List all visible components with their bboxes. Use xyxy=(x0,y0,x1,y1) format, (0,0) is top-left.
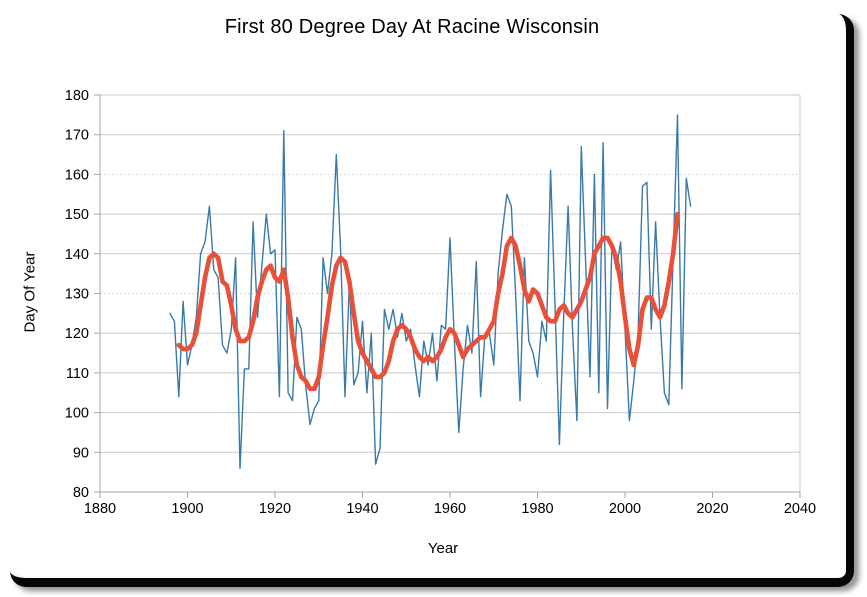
x-tick-label-2040: 2040 xyxy=(784,501,816,517)
y-tick-label-120: 120 xyxy=(65,326,89,342)
series-line-annual-first-80-degree-day xyxy=(169,114,692,469)
y-tick-label-180: 180 xyxy=(65,88,89,104)
y-tick-label-100: 100 xyxy=(65,406,89,422)
x-tick-label-2020: 2020 xyxy=(696,501,728,517)
x-tick-label-1980: 1980 xyxy=(521,501,553,517)
x-tick-label-1920: 1920 xyxy=(259,501,291,517)
x-tick-label-1900: 1900 xyxy=(171,501,203,517)
x-tick-label-1880: 1880 xyxy=(84,501,116,517)
y-tick-label-90: 90 xyxy=(73,445,89,461)
y-tick-label-160: 160 xyxy=(65,167,89,183)
x-axis-label: Year xyxy=(427,540,459,557)
y-tick-label-170: 170 xyxy=(65,128,89,144)
x-tick-label-1960: 1960 xyxy=(434,501,466,517)
y-tick-label-80: 80 xyxy=(73,485,89,501)
chart-title: First 80 Degree Day At Racine Wisconsin xyxy=(224,16,600,38)
series-line-smoothed-5-year-mean xyxy=(176,211,680,392)
x-tick-label-1940: 1940 xyxy=(346,501,378,517)
x-tick-label-2000: 2000 xyxy=(609,501,641,517)
y-tick-label-150: 150 xyxy=(65,207,89,223)
y-tick-label-110: 110 xyxy=(66,366,89,382)
y-tick-label-130: 130 xyxy=(65,287,89,303)
y-tick-label-140: 140 xyxy=(65,247,89,263)
